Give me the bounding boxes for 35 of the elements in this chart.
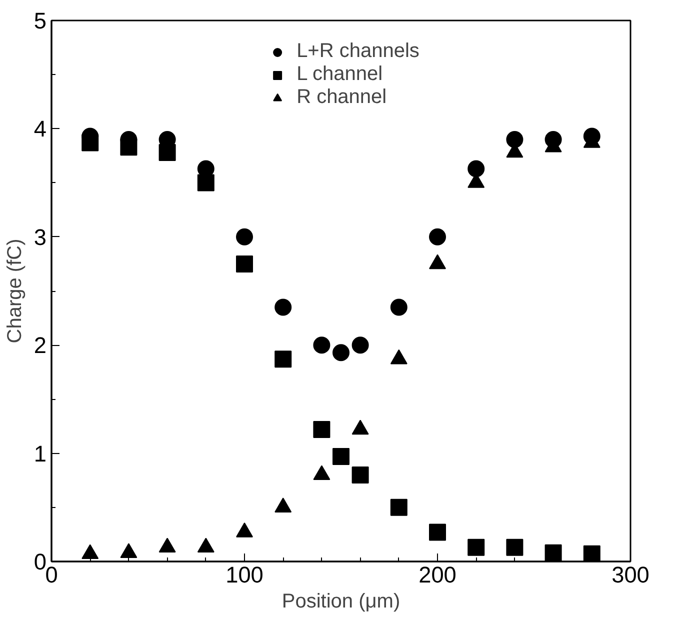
y-tick-label: 4 bbox=[34, 116, 47, 142]
x-axis-title: Position (μm) bbox=[282, 590, 400, 612]
point bbox=[352, 466, 369, 484]
point bbox=[429, 524, 446, 541]
point bbox=[197, 174, 214, 192]
legend-label: L+R channels bbox=[296, 40, 420, 63]
point bbox=[544, 544, 562, 562]
y-tick-label: 5 bbox=[34, 8, 47, 34]
x-tick-label: 100 bbox=[226, 562, 264, 588]
legend-label: L channel bbox=[296, 63, 383, 86]
point bbox=[313, 336, 330, 354]
point bbox=[506, 538, 524, 556]
point bbox=[468, 538, 485, 556]
point bbox=[236, 255, 253, 272]
y-tick-label: 1 bbox=[34, 440, 47, 466]
point bbox=[352, 336, 369, 354]
point bbox=[313, 420, 330, 438]
point bbox=[583, 545, 600, 562]
x-tick-label: 300 bbox=[612, 562, 650, 588]
point bbox=[332, 448, 350, 466]
point bbox=[274, 298, 292, 316]
point bbox=[468, 160, 485, 178]
y-tick-label: 2 bbox=[34, 332, 47, 358]
point bbox=[274, 350, 292, 368]
y-tick-label: 3 bbox=[34, 224, 47, 250]
y-axis-title: Charge (fC) bbox=[4, 238, 26, 344]
point bbox=[236, 228, 253, 246]
x-tick-label: 200 bbox=[418, 562, 456, 588]
point bbox=[544, 131, 562, 148]
point bbox=[390, 298, 408, 316]
legend-label: R channel bbox=[296, 86, 387, 109]
point bbox=[332, 344, 350, 362]
point bbox=[390, 498, 408, 516]
point bbox=[506, 131, 524, 148]
point bbox=[429, 228, 446, 246]
